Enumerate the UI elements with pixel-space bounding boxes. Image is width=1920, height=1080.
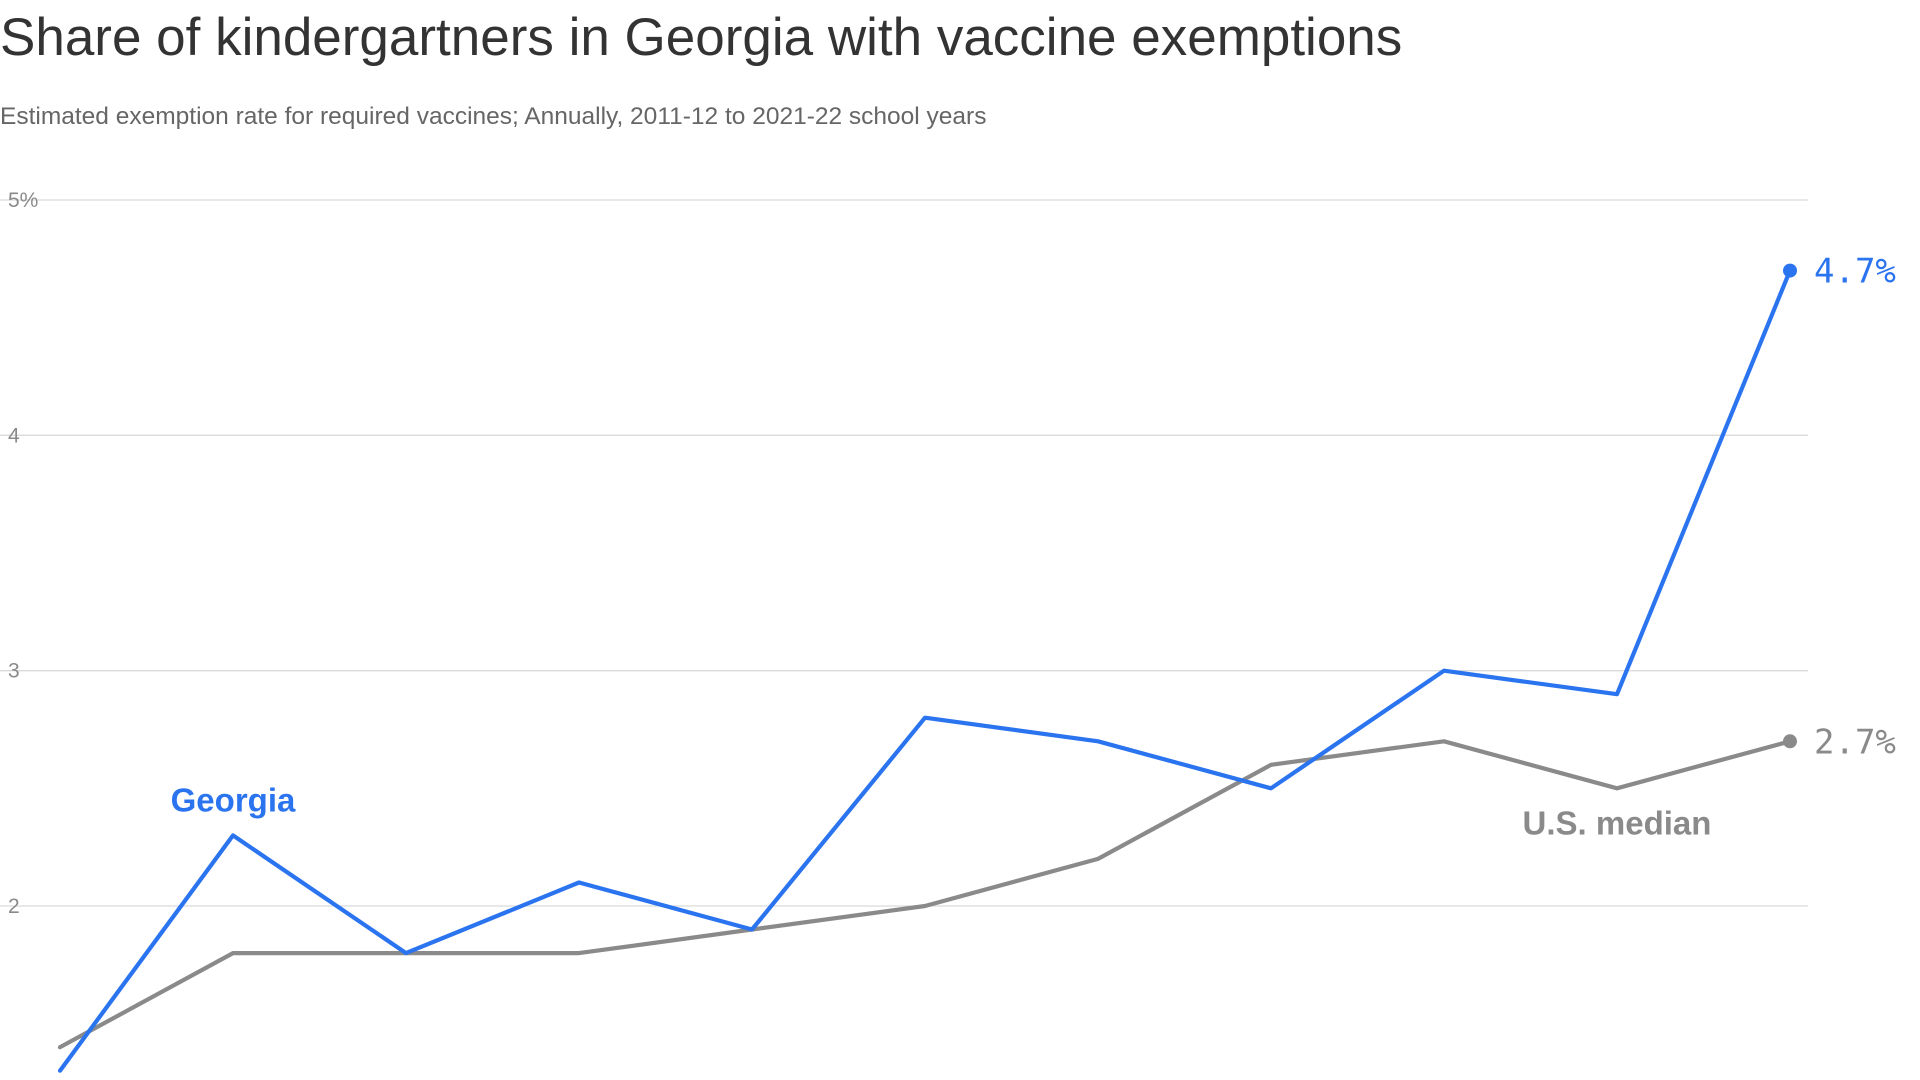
- series-line-u-s-median: [57, 739, 1793, 1050]
- end-point-marker: [1783, 734, 1797, 749]
- y-tick-label: 2: [8, 895, 20, 918]
- chart-title: Share of kindergartners in Georgia with …: [0, 8, 1402, 67]
- series-lines: [57, 268, 1793, 1073]
- y-tick-label: 5%: [8, 189, 38, 212]
- series-labels: 4.7% 2.7% Georgia U.S. median: [171, 252, 1896, 842]
- y-tick-label: 4: [8, 424, 20, 447]
- gridlines: [0, 199, 1808, 907]
- y-tick-label: 3: [8, 660, 20, 683]
- series-label-us-median: U.S. median: [1523, 804, 1712, 841]
- chart-subtitle: Estimated exemption rate for required va…: [0, 103, 986, 130]
- y-axis-ticks: 5% 4 3 2: [8, 189, 38, 918]
- series-label-georgia: Georgia: [171, 781, 296, 818]
- end-value-label: 2.7%: [1814, 722, 1896, 762]
- series-line-georgia: [57, 268, 1793, 1073]
- end-value-label: 4.7%: [1814, 252, 1896, 292]
- end-point-marker: [1783, 263, 1797, 278]
